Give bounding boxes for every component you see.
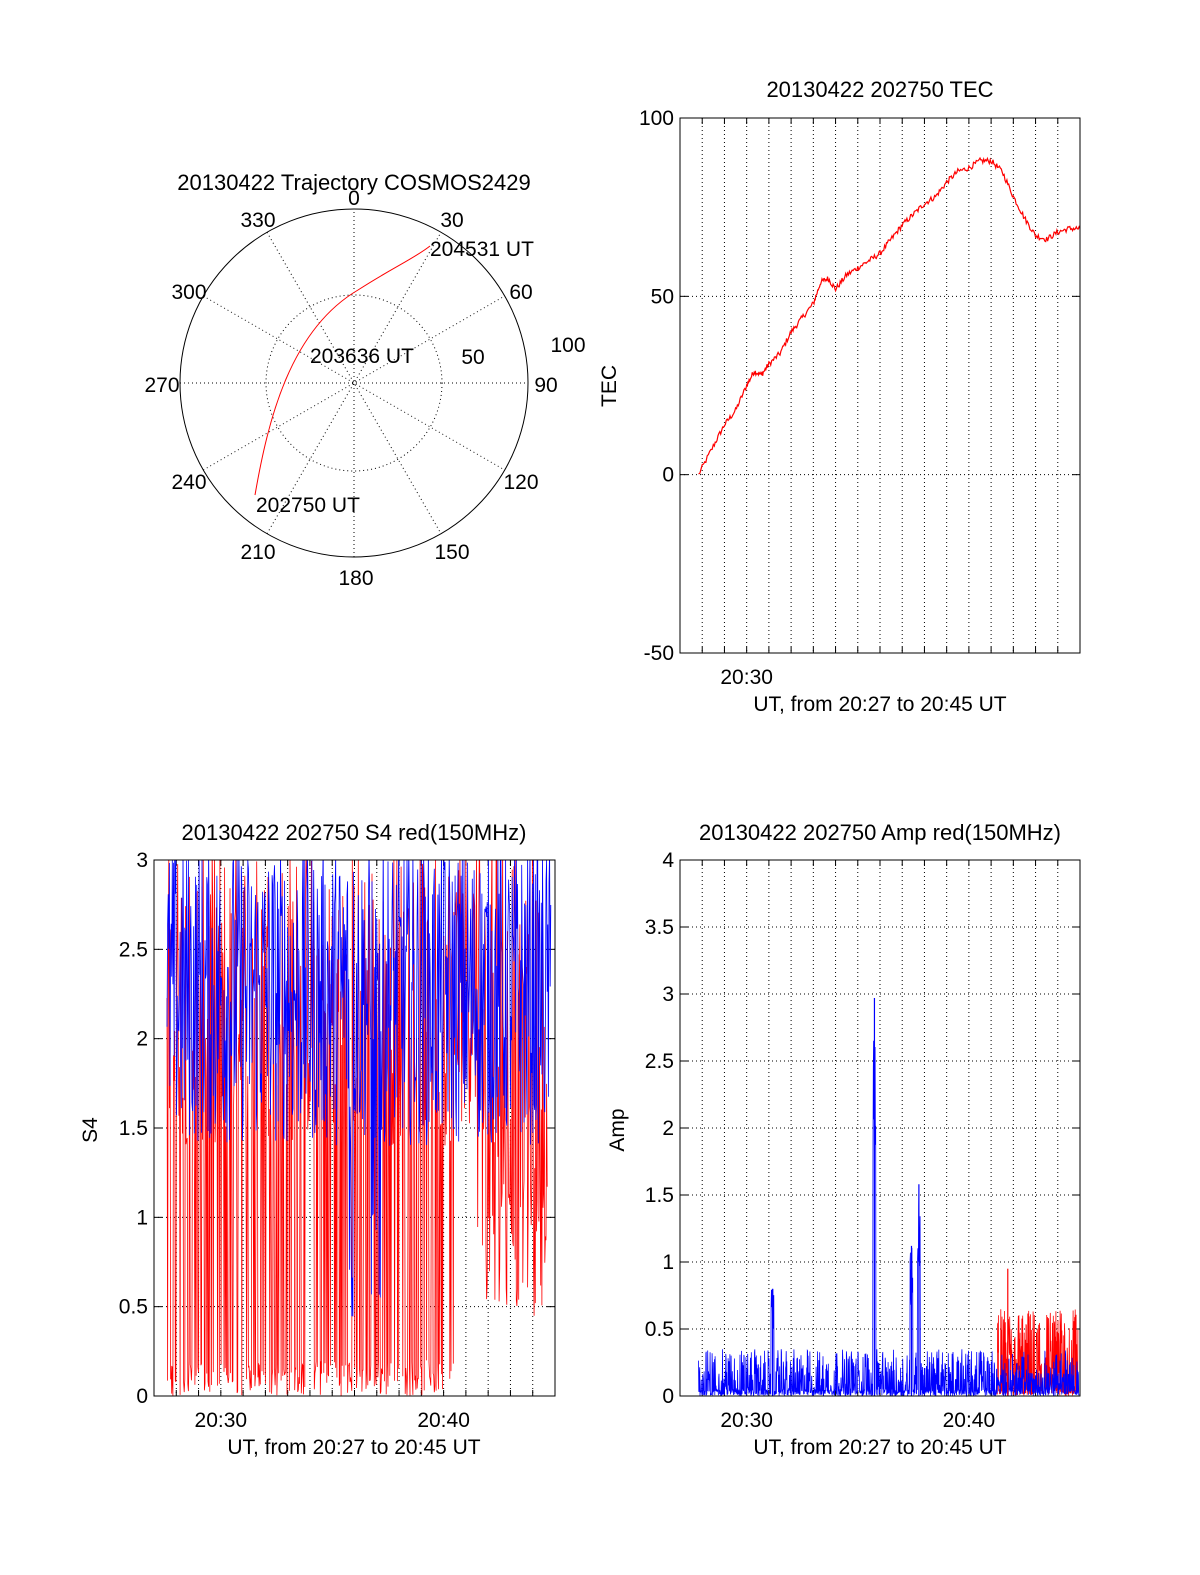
azimuth-label-300: 300 [171, 281, 206, 304]
amp-blue-line [698, 1040, 1080, 1398]
ring-label-50: 50 [461, 346, 484, 369]
azimuth-label-0: 0 [348, 187, 360, 210]
azimuth-label-180: 180 [338, 567, 373, 590]
azimuth-label-330: 330 [240, 209, 275, 232]
s4-title: 20130422 202750 S4 red(150MHz) [182, 820, 527, 845]
tec-ylabel: TEC [598, 365, 621, 407]
tec-xtick-label: 20:30 [720, 666, 773, 689]
amp-ytick-label: 3.5 [645, 916, 674, 939]
s4-ylabel: S4 [79, 1117, 102, 1143]
polar-title: 20130422 Trajectory COSMOS2429 [177, 170, 530, 195]
s4-frame [153, 859, 556, 1397]
s4-red-line [166, 860, 548, 1396]
tec-x-ticks: 20:30 [720, 666, 773, 689]
s4-ytick-label: 0.5 [119, 1296, 148, 1319]
s4-ytick-label: 3 [136, 849, 148, 872]
azimuth-label-270: 270 [144, 374, 179, 397]
amp-red-line [996, 1309, 1079, 1396]
s4-ytick-label: 2.5 [119, 938, 148, 961]
s4-x-ticks: 20:30 20:40 [195, 1409, 470, 1432]
trajectory-track [254, 245, 431, 496]
tec-ytick-label: -50 [644, 642, 674, 665]
amp-title: 20130422 202750 Amp red(150MHz) [699, 820, 1061, 845]
amp-x-ticks: 20:30 20:40 [720, 1409, 995, 1432]
tec-ytick-label: 0 [662, 464, 674, 487]
azimuth-label-240: 240 [171, 471, 206, 494]
azimuth-label-90: 90 [534, 374, 557, 397]
tec-ytick-label: 100 [639, 107, 674, 130]
s4-chart: 20130422 202750 S4 red(150MHz) 0 0.5 1 1.5 2… [79, 820, 556, 1459]
amp-ytick-label: 4 [662, 849, 674, 872]
amp-chart: 20130422 202750 Amp red(150MHz) 0 0.5 1 1.5… [606, 820, 1081, 1459]
tec-red-line [698, 156, 1081, 475]
azimuth-label-120: 120 [503, 471, 538, 494]
s4-ytick-label: 0 [136, 1385, 148, 1408]
trajectory-start-label: 202750 UT [256, 494, 360, 517]
trajectory-end-label: 204531 UT [430, 238, 534, 261]
s4-blue-line [166, 860, 552, 1317]
azimuth-label-150: 150 [434, 541, 469, 564]
polar-inner-ring [265, 294, 443, 472]
tec-xlabel: UT, from 20:27 to 20:45 UT [753, 693, 1006, 716]
ring-label-100: 100 [550, 334, 585, 357]
tec-title: 20130422 202750 TEC [766, 77, 993, 102]
amp-grid [680, 859, 1080, 1397]
azimuth-label-60: 60 [509, 281, 532, 304]
amp-ytick-label: 0 [662, 1385, 674, 1408]
tec-grid [680, 117, 1080, 654]
azimuth-label-210: 210 [240, 541, 275, 564]
amp-ytick-label: 0.5 [645, 1318, 674, 1341]
s4-xtick-label: 20:40 [417, 1409, 470, 1432]
s4-ytick-label: 1.5 [119, 1117, 148, 1140]
amp-frame [679, 859, 1081, 1397]
tec-series [698, 156, 1081, 475]
amp-ytick-label: 3 [662, 983, 674, 1006]
amp-ylabel: Amp [606, 1108, 629, 1151]
s4-ytick-label: 1 [136, 1206, 148, 1229]
s4-ytick-label: 2 [136, 1028, 148, 1051]
amp-ytick-label: 2 [662, 1117, 674, 1140]
amp-series [698, 998, 1080, 1398]
tec-ytick-label: 50 [651, 285, 674, 308]
s4-xlabel: UT, from 20:27 to 20:45 UT [227, 1436, 480, 1459]
amp-ytick-label: 2.5 [645, 1050, 674, 1073]
amp-ytick-label: 1.5 [645, 1184, 674, 1207]
azimuth-label-30: 30 [440, 209, 463, 232]
amp-xtick-label: 20:30 [720, 1409, 773, 1432]
tec-frame [679, 117, 1081, 654]
trajectory-mid-label: 203636 UT [310, 345, 414, 368]
polar-azimuth-labels: 0 30 60 90 120 150 180 210 240 270 300 330 [144, 187, 557, 590]
polar-trajectory-plot: 20130422 Trajectory COSMOS2429 0 30 60 90 12… [144, 170, 585, 590]
amp-xlabel: UT, from 20:27 to 20:45 UT [753, 1436, 1006, 1459]
s4-xtick-label: 20:30 [195, 1409, 248, 1432]
amp-ytick-label: 1 [662, 1251, 674, 1274]
tec-y-ticks: -50 0 50 100 [639, 107, 674, 665]
s4-y-ticks: 0 0.5 1 1.5 2 2.5 3 [119, 849, 148, 1408]
tec-chart: 20130422 202750 TEC -50 0 50 100 20:30 UT, … [598, 77, 1081, 716]
s4-series [166, 860, 552, 1396]
amp-xtick-label: 20:40 [943, 1409, 996, 1432]
amp-y-ticks: 0 0.5 1 1.5 2 2.5 3 3.5 4 [645, 849, 675, 1408]
